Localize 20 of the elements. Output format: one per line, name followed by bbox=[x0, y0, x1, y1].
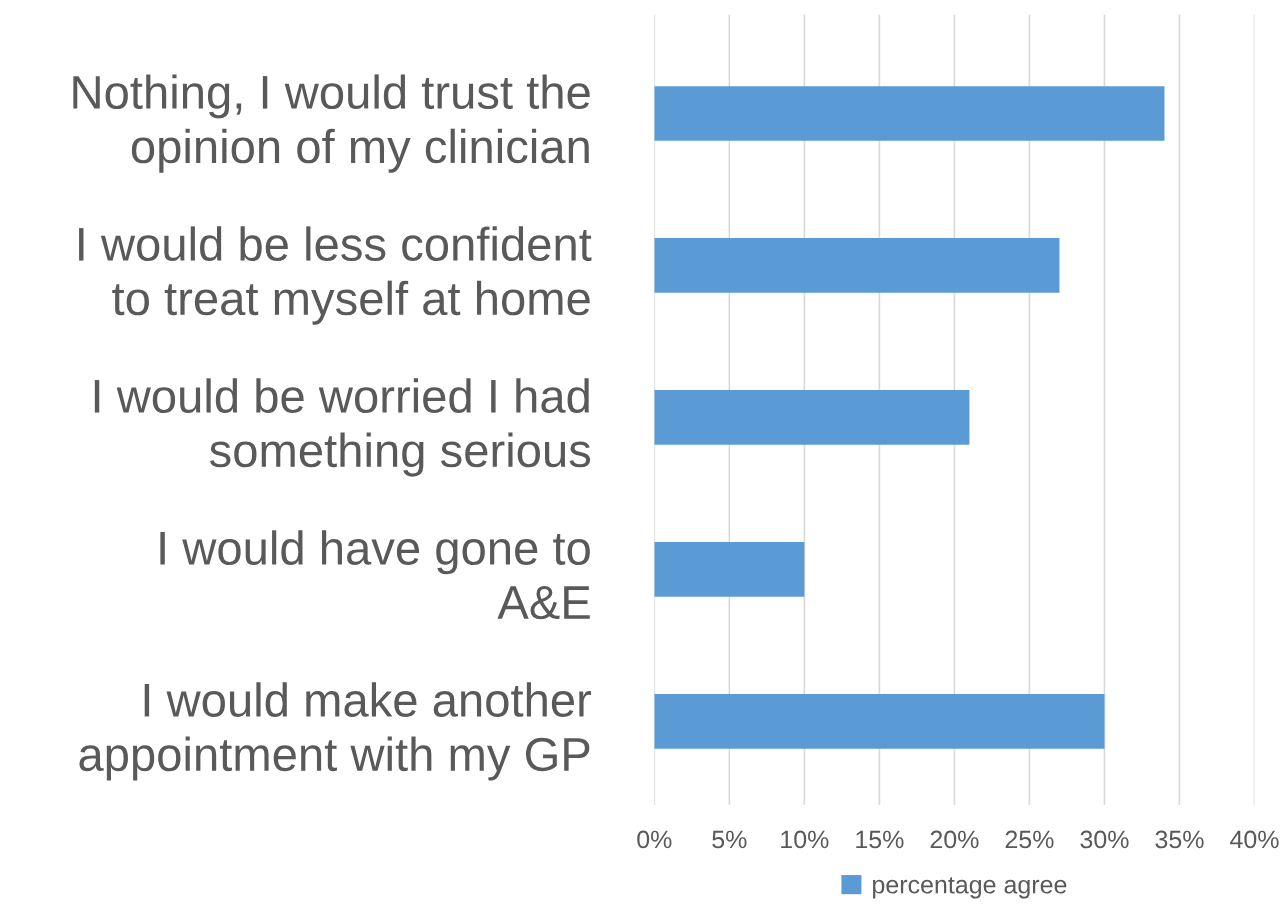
y-tick-label: Nothing, I would trust the opinion of my clinician bbox=[73, 74, 590, 173]
x-tick-label: 40% bbox=[1230, 830, 1279, 849]
y-tick-label: I would have gone to A&E bbox=[160, 530, 590, 620]
bar bbox=[654, 238, 1060, 293]
x-tick-label: 25% bbox=[1005, 830, 1054, 849]
y-tick-label: I would be less confident to treat myself at home bbox=[79, 226, 592, 325]
x-tick-label: 30% bbox=[1080, 830, 1129, 849]
bar bbox=[654, 542, 805, 597]
x-tick-label: 15% bbox=[856, 830, 904, 849]
x-tick-label: 35% bbox=[1155, 830, 1204, 849]
bar bbox=[654, 694, 1105, 749]
bar bbox=[654, 86, 1165, 141]
y-tick-label: I would make another appointment with my GP bbox=[79, 682, 592, 781]
y-tick-label: I would be worried I had something serious bbox=[94, 378, 591, 477]
x-tick-label: 0% bbox=[637, 830, 672, 849]
legend-label: percentage agree bbox=[873, 877, 1067, 899]
x-tick-label: 20% bbox=[930, 830, 979, 849]
x-tick-label: 10% bbox=[781, 830, 829, 849]
bar bbox=[654, 390, 970, 445]
x-tick-label: 5% bbox=[712, 830, 747, 849]
